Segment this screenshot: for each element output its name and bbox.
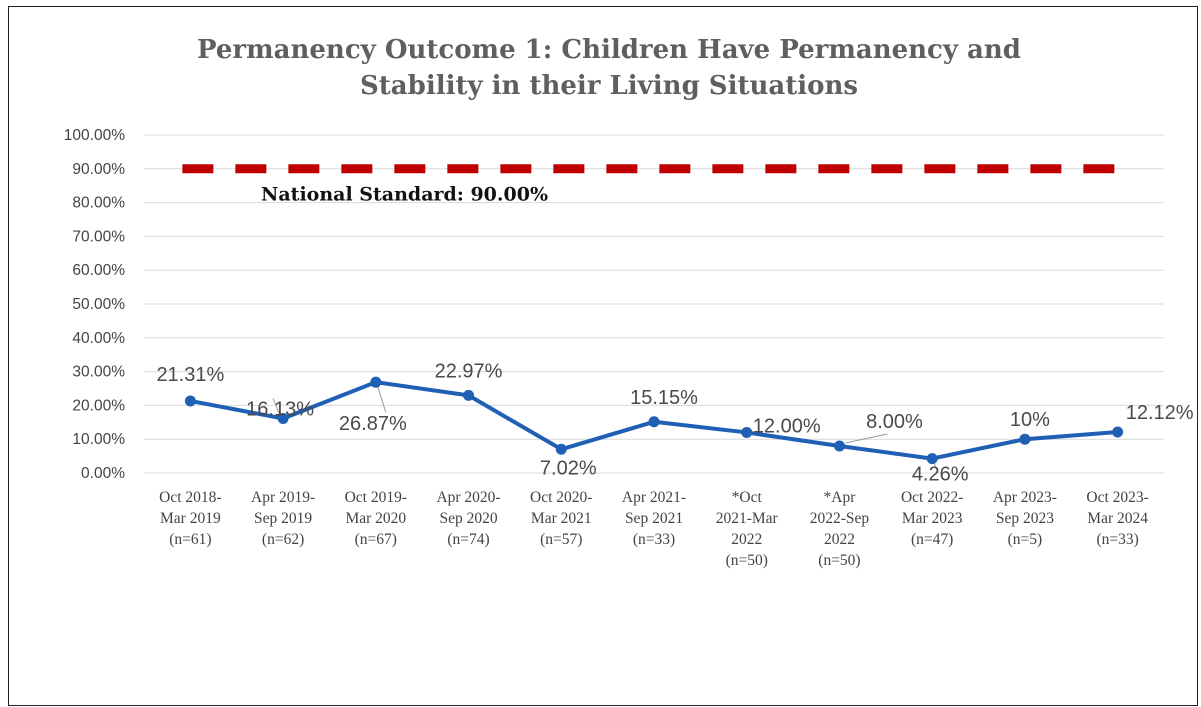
y-tick-label: 70.00%: [72, 228, 125, 245]
data-point: [741, 426, 753, 438]
data-label: 22.97%: [435, 360, 503, 382]
x-tick-label-line: Oct 2022-: [901, 489, 963, 506]
data-label: 8.00%: [866, 411, 923, 433]
line-chart: Permanency Outcome 1: Children Have Perm…: [64, 35, 1194, 569]
x-tick-label-line: (n=61): [169, 531, 211, 548]
x-tick-label: Oct 2023- Mar 2024 (n=33): [1086, 489, 1148, 548]
x-axis-ticks: Oct 2018- Mar 2019 (n=61) Apr 2019- Sep 2019…: [159, 489, 1149, 569]
x-tick-label-line: 2022-Sep: [810, 510, 870, 527]
y-tick-label: 30.00%: [72, 364, 125, 381]
data-point: [648, 416, 660, 428]
x-tick-label-line: (n=74): [447, 531, 489, 548]
data-point: [926, 453, 938, 465]
y-tick-label: 0.00%: [81, 465, 125, 482]
y-tick-label: 50.00%: [72, 296, 125, 313]
x-tick-label-line: Sep 2021: [625, 510, 683, 527]
x-tick-label-line: (n=47): [911, 531, 953, 548]
x-tick-label-line: Apr 2020-: [436, 489, 500, 506]
chart-frame: Permanency Outcome 1: Children Have Perm…: [8, 6, 1198, 706]
data-point: [184, 395, 196, 407]
national-standard-label: National Standard: 90.00%: [261, 184, 548, 206]
x-tick-label: *Apr 2022-Sep 2022 (n=50): [810, 489, 870, 569]
x-tick-label-line: Mar 2019: [160, 510, 221, 527]
x-tick-label-line: (n=33): [633, 531, 675, 548]
y-tick-label: 40.00%: [72, 330, 125, 347]
y-tick-label: 10.00%: [72, 431, 125, 448]
x-tick-label: Apr 2020- Sep 2020 (n=74): [436, 489, 500, 548]
y-axis-ticks: 0.00% 10.00% 20.00% 30.00% 40.00% 50.00% 60.00…: [64, 127, 125, 482]
x-tick-label: Oct 2018- Mar 2019 (n=61): [159, 489, 221, 548]
data-point: [277, 412, 289, 424]
x-tick-label-line: Apr 2019-: [251, 489, 315, 506]
x-tick-label: *Oct 2021-Mar 2022 (n=50): [716, 489, 779, 569]
x-tick-label: Oct 2020- Mar 2021 (n=57): [530, 489, 592, 548]
data-label: 26.87%: [339, 413, 407, 435]
x-tick-label-line: 2022: [731, 531, 762, 548]
leader-line: [845, 433, 888, 444]
x-tick-label-line: Mar 2020: [345, 510, 406, 527]
data-point: [463, 389, 475, 401]
data-label: 4.26%: [912, 464, 969, 486]
x-tick-label-line: (n=67): [355, 531, 397, 548]
x-tick-label-line: (n=62): [262, 531, 304, 548]
x-tick-label-line: (n=50): [818, 552, 860, 569]
data-point: [1019, 433, 1031, 445]
data-points: [184, 376, 1124, 465]
x-tick-label-line: 2022: [824, 531, 855, 548]
leader-line: [933, 463, 939, 473]
data-label: 12.00%: [753, 415, 821, 437]
x-tick-label-line: (n=33): [1096, 531, 1138, 548]
x-tick-label-line: Apr 2023-: [993, 489, 1057, 506]
x-tick-label: Apr 2021- Sep 2021 (n=33): [622, 489, 686, 548]
chart-title-line-2: Stability in their Living Situations: [360, 71, 858, 101]
x-tick-label-line: *Apr: [824, 489, 857, 506]
x-tick-label: Apr 2023- Sep 2023 (n=5): [993, 489, 1057, 548]
x-tick-label-line: *Oct: [732, 489, 763, 506]
y-tick-label: 100.00%: [64, 127, 125, 144]
x-tick-label-line: Mar 2024: [1087, 510, 1148, 527]
y-tick-label: 80.00%: [72, 195, 125, 212]
data-label: 15.15%: [630, 387, 698, 409]
x-tick-label-line: Oct 2019-: [345, 489, 407, 506]
label-leader-lines: [272, 387, 939, 473]
data-point: [555, 443, 567, 455]
x-tick-label: Oct 2019- Mar 2020 (n=67): [345, 489, 407, 548]
x-tick-label-line: Oct 2020-: [530, 489, 592, 506]
x-tick-label-line: 2021-Mar: [716, 510, 779, 527]
x-tick-label-line: Apr 2021-: [622, 489, 686, 506]
x-tick-label-line: Mar 2023: [902, 510, 963, 527]
y-tick-label: 90.00%: [72, 161, 125, 178]
data-point: [833, 440, 845, 452]
x-tick-label-line: Oct 2018-: [159, 489, 221, 506]
x-tick-label-line: (n=57): [540, 531, 582, 548]
x-tick-label: Oct 2022- Mar 2023 (n=47): [901, 489, 963, 548]
data-label: 10%: [1010, 409, 1050, 431]
leader-line: [377, 387, 387, 413]
x-tick-label-line: Sep 2020: [439, 510, 497, 527]
x-tick-label-line: Sep 2023: [996, 510, 1054, 527]
data-point: [1112, 426, 1124, 438]
y-tick-label: 20.00%: [72, 397, 125, 414]
chart-title-line-1: Permanency Outcome 1: Children Have Perm…: [197, 35, 1021, 65]
x-tick-label-line: Sep 2019: [254, 510, 312, 527]
data-point: [370, 376, 382, 388]
x-tick-label-line: (n=50): [726, 552, 768, 569]
data-label: 16.13%: [246, 398, 314, 420]
data-label: 21.31%: [156, 364, 224, 386]
x-tick-label: Apr 2019- Sep 2019 (n=62): [251, 489, 315, 548]
leader-line: [272, 398, 280, 414]
data-label: 12.12%: [1126, 402, 1194, 424]
data-labels: 21.31% 16.13% 26.87% 22.97% 7.02% 15.15% 12.00…: [156, 360, 1193, 485]
x-tick-label-line: Mar 2021: [531, 510, 592, 527]
y-tick-label: 60.00%: [72, 262, 125, 279]
x-tick-label-line: (n=5): [1008, 531, 1043, 548]
data-label: 7.02%: [540, 457, 597, 479]
x-tick-label-line: Oct 2023-: [1086, 489, 1148, 506]
